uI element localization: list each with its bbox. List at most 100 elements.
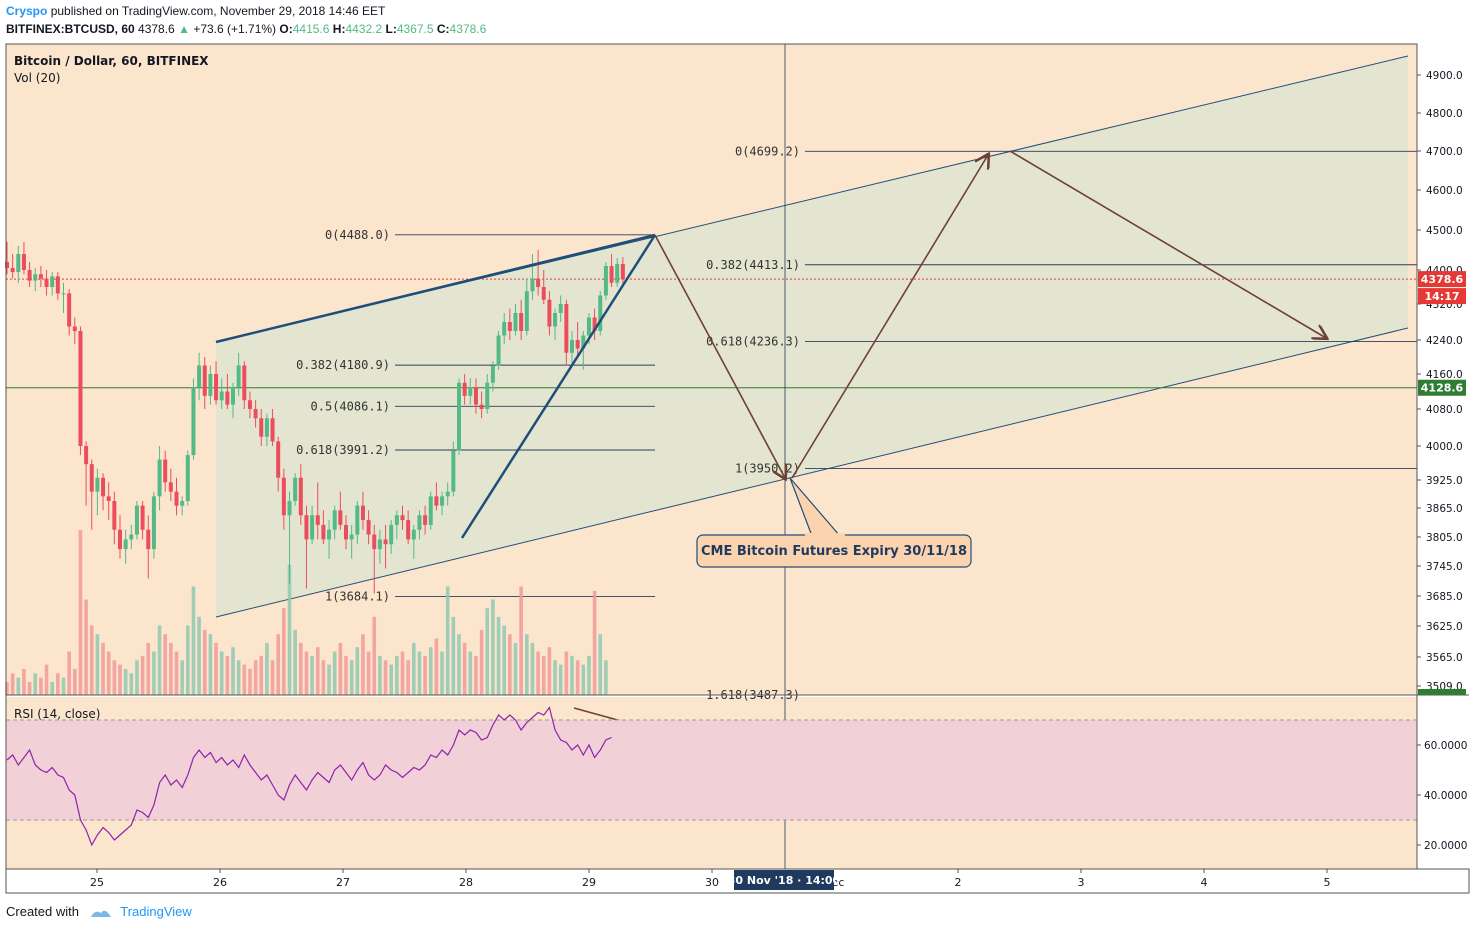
volume-bar [174, 651, 179, 695]
candle-body [592, 317, 597, 331]
candle-body [615, 264, 620, 283]
volume-bar [118, 664, 122, 695]
volume-bar [299, 642, 303, 695]
candle-body [123, 539, 128, 550]
candle-body [157, 459, 162, 497]
candle-body [112, 501, 117, 530]
volume-bar [575, 660, 580, 695]
volume-bar [315, 647, 320, 695]
support-line-badge-text: 4128.6 [1421, 382, 1464, 395]
candle-body [383, 539, 388, 545]
time-tick-label: 28 [459, 876, 473, 889]
candle-body [247, 400, 252, 409]
candle-body [214, 374, 219, 401]
volume-bar [349, 660, 354, 695]
fib-left-label: 0.618(3991.2) [296, 443, 390, 457]
volume-bar [547, 647, 552, 695]
volume-bar [140, 655, 145, 695]
volume-bar [61, 677, 66, 695]
candle-body [536, 278, 541, 287]
volume-bar [152, 651, 156, 695]
price-tick-label: 4500.0 [1426, 225, 1463, 237]
volume-bar [282, 608, 286, 695]
candle-body [355, 505, 360, 535]
volume-bar [73, 668, 77, 695]
volume-bar [587, 655, 591, 695]
candle-body [140, 505, 145, 530]
volume-bar [22, 668, 26, 695]
author-link[interactable]: Cryspo [6, 4, 48, 18]
candle-body [101, 477, 106, 497]
volume-bar [491, 599, 495, 695]
symbol-line: BITFINEX:BTCUSD, 60 4378.6 ▲ +73.6 (+1.7… [6, 22, 486, 36]
candle-body [168, 482, 173, 492]
trendline-rise [460, 234, 657, 539]
volume-bar [604, 660, 608, 695]
volume-bar [163, 634, 167, 695]
volume-bar [462, 642, 467, 695]
volume-bar [338, 642, 343, 695]
candle-body [547, 299, 552, 327]
volume-bar [332, 651, 337, 695]
candle-body [598, 295, 603, 331]
volume-bar [412, 642, 416, 695]
volume-bar [89, 625, 94, 695]
candle-body [315, 515, 320, 525]
last-price-badge-text: 4378.6 [1421, 273, 1464, 286]
candle-body [394, 515, 399, 525]
volume-bar [553, 660, 557, 695]
candle-body [287, 501, 292, 516]
volume-bar [169, 642, 173, 695]
channel-lower-line [215, 327, 1409, 618]
candle-body [84, 446, 89, 465]
candle-body [609, 266, 614, 283]
candle-body [473, 387, 478, 405]
close-label: C: [436, 22, 450, 36]
volume-bar [570, 655, 574, 695]
volume-bar [157, 625, 162, 695]
candle-body [338, 510, 343, 525]
candle-body [174, 491, 179, 506]
volume-bar [406, 660, 410, 695]
volume-bar [383, 660, 388, 695]
candle-body [570, 340, 574, 353]
candle-body [118, 529, 122, 550]
volume-bar [67, 651, 71, 695]
volume-bar [592, 590, 597, 695]
time-partial-label: ec [832, 876, 845, 889]
volume-bar [112, 660, 117, 695]
candle-body [304, 515, 309, 540]
volume-bar [191, 586, 196, 695]
time-tick-label: 29 [582, 876, 596, 889]
chart-area[interactable]: 0(4488.0) 0.382(4180.9) 0.5(4086.1) 0.618(3… [0, 0, 1476, 900]
volume-bar [135, 660, 139, 695]
candle-body [67, 293, 72, 327]
candle-body [89, 464, 94, 492]
candle-body [146, 529, 151, 550]
price-tick-label: 3625.0 [1426, 621, 1463, 633]
fib-left-label: 0.382(4180.9) [296, 358, 390, 372]
candle-body [219, 391, 224, 401]
time-tick-label: 25 [90, 876, 104, 889]
volume-bar [321, 660, 326, 695]
candle-body [428, 496, 433, 525]
candle-body [202, 365, 207, 396]
footer: Created with TradingView [6, 904, 192, 919]
tradingview-link[interactable]: TradingView [120, 904, 192, 919]
crosshair-time-badge [734, 870, 834, 890]
volume-bar [293, 629, 297, 695]
callout-text: CME Bitcoin Futures Expiry 30/11/18 [701, 544, 967, 559]
candle-body [197, 365, 202, 388]
volume-bar [423, 655, 427, 695]
volume-bar [287, 564, 292, 695]
volume-bar [304, 651, 309, 695]
candle-body [462, 382, 467, 396]
arrow-up [791, 155, 988, 479]
channel-fill [216, 56, 1408, 617]
trendline-top [215, 233, 656, 344]
candle-body [208, 374, 213, 396]
candle-body [496, 335, 501, 366]
candle-body [558, 304, 563, 313]
volume-bar [214, 642, 218, 695]
volume-bar [366, 651, 371, 695]
